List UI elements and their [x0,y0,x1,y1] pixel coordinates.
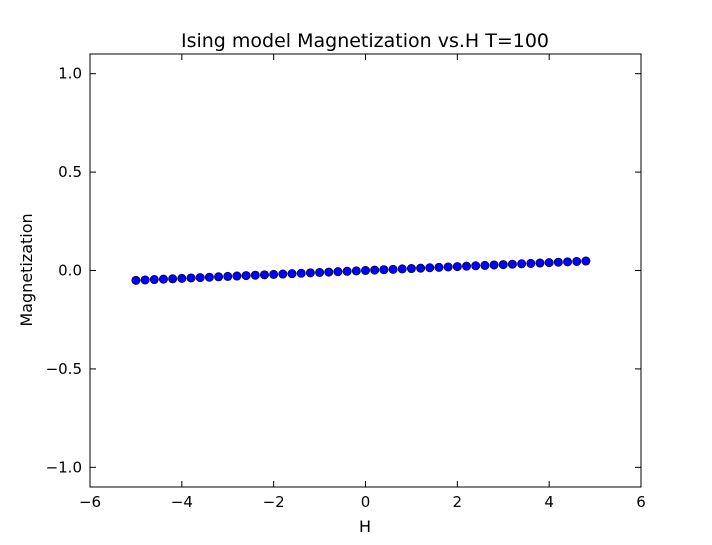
data-point [223,271,233,281]
data-point [498,260,508,270]
x-tick-label: −6 [79,493,101,511]
plot-area: −6 −4 −2 0 2 4 6 −1.0 −0.5 0.0 0.5 1.0 [46,53,646,511]
data-point [360,265,370,275]
data-point [250,270,260,280]
data-point [553,257,563,267]
x-tick-label: 0 [361,493,371,511]
data-point [370,265,380,275]
x-axis-label: H [359,517,371,536]
data-point [434,262,444,272]
data-point [535,258,545,268]
data-point [333,267,343,277]
y-tick-label: 0.0 [58,262,82,280]
data-point [526,258,536,268]
data-point [168,274,178,284]
data-point [416,263,426,273]
data-point [324,267,334,277]
data-point [186,273,196,283]
data-point [296,268,306,278]
data-point [214,272,224,282]
data-point [131,275,141,285]
data-point [259,270,269,280]
data-point [278,269,288,279]
data-point [241,271,251,281]
data-point [177,273,187,283]
data-point [397,264,407,274]
data-point [572,256,582,266]
data-point [480,260,490,270]
chart-title: Ising model Magnetization vs.H T=100 [181,30,549,52]
data-point [388,264,398,274]
data-point [269,269,279,279]
y-tick-label: −0.5 [46,360,82,378]
y-tick-label: 0.5 [58,163,82,181]
data-point [195,273,205,283]
data-point [462,261,472,271]
x-tick-label: 2 [453,493,463,511]
data-point [305,268,315,278]
data-point [232,271,242,281]
data-point [471,261,481,271]
data-point [517,259,527,269]
data-point [342,266,352,276]
data-point [149,275,159,285]
data-point [351,266,361,276]
data-point [507,259,517,269]
x-tick-label: 4 [544,493,554,511]
data-point [379,265,389,275]
data-point [158,274,168,284]
data-point [315,267,325,277]
data-point [443,262,453,272]
data-point [287,269,297,279]
data-point [563,257,573,267]
data-point [489,260,499,270]
y-tick-label: 1.0 [58,65,82,83]
data-point [406,264,416,274]
data-point [452,262,462,272]
x-tick-label: −2 [263,493,285,511]
y-axis-label: Magnetization [17,213,36,326]
data-point [140,275,150,285]
data-point [544,258,554,268]
data-point [204,272,214,282]
y-tick-label: −1.0 [46,458,82,476]
data-point [425,263,435,273]
data-point [581,256,591,266]
x-tick-label: 6 [636,493,646,511]
x-tick-label: −4 [171,493,193,511]
